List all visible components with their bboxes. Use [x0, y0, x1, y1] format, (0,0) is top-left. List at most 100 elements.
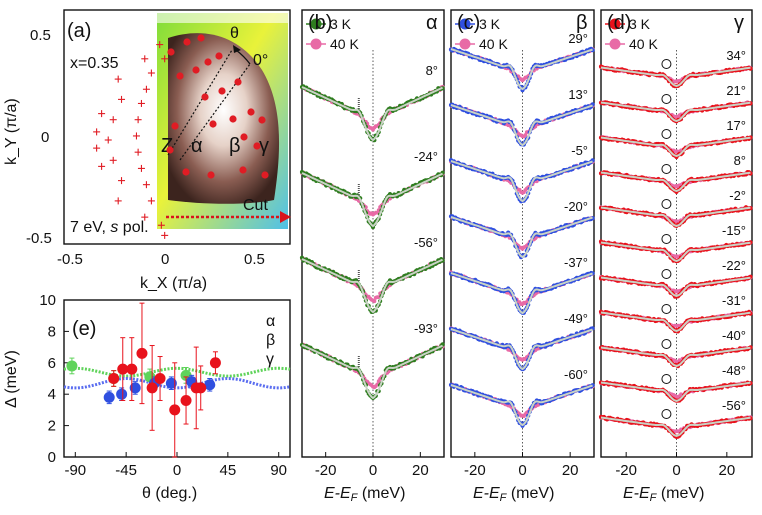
panel-c-xlabel: E-EF (meV) — [473, 485, 554, 504]
panel-d-fit-5 — [600, 241, 751, 263]
panel-a-label: (a) — [67, 20, 91, 42]
panel-d-spectrum-4 — [598, 199, 753, 228]
panel-d-spectrum-3 — [598, 164, 753, 194]
panel-d-angle-10: -56° — [722, 398, 746, 413]
panel-e-xlabel: θ (deg.) — [142, 485, 197, 502]
alpha-label: α — [191, 135, 203, 157]
z-label: Z — [161, 135, 173, 157]
theta-arrowhead-icon — [233, 45, 241, 53]
panel-d-spectrum-0 — [598, 59, 753, 89]
kf-point-6 — [215, 52, 223, 60]
panel-d-spectrum-1 — [598, 94, 753, 124]
panel-d-gap-marker-2 — [661, 129, 672, 139]
panel-c-spectrum-5 — [448, 326, 595, 372]
panel-d-spectrum-6 — [598, 269, 753, 299]
kf-point-20 — [240, 133, 248, 141]
ytick-a-1: 0 — [41, 129, 49, 146]
panel-b-angle-1: -24° — [414, 149, 438, 164]
panel-c-legend-high-marker — [459, 38, 471, 50]
panel-d-angle-6: -22° — [722, 258, 746, 273]
cut-label: Cut — [243, 197, 268, 214]
gamma-label: γ — [259, 135, 269, 157]
xtick-e-4: 90 — [270, 462, 287, 479]
kf-point-17 — [258, 116, 266, 124]
beta-point-6 — [204, 379, 216, 391]
cross-marker-22 — [156, 41, 164, 49]
ytick-e-3: 4 — [48, 386, 56, 403]
panel-c-angle-1: 13° — [568, 87, 588, 102]
cross-markers — [93, 41, 169, 239]
panel-b-legend-high: 40 K — [330, 36, 359, 52]
cross-marker-10 — [141, 213, 149, 221]
alpha-model-band — [63, 366, 291, 378]
cross-marker-13 — [109, 116, 117, 124]
cross-marker-16 — [118, 177, 126, 185]
ytick-e-1: 8 — [48, 323, 56, 340]
panel-d-gap-marker-1 — [661, 94, 672, 104]
panel-d-fit-4 — [600, 206, 751, 228]
panel-c: 29° 13° -5° -20° -37° -49° -60° 3 K 40 K β (c) -20 0… — [448, 9, 595, 504]
panel-a: Cut θ 0° Z α β γ (a) x=0.35 7 eV, s pol.… — [3, 9, 291, 292]
panel-c-xtick-0: -20 — [464, 462, 486, 479]
panel-b-spectrum-2 — [299, 255, 445, 314]
panel-d-angle-7: -31° — [722, 293, 746, 308]
cross-marker-20 — [93, 144, 101, 152]
cross-marker-11 — [114, 75, 122, 83]
panel-b-angle-2: -56° — [414, 235, 438, 250]
panel-d-legend-low: 3 K — [629, 16, 651, 32]
xtick-e-0: -90 — [64, 462, 86, 479]
kf-point-11 — [229, 115, 237, 123]
panel-c-spectrum-4 — [448, 270, 595, 315]
kf-point-16 — [253, 142, 261, 150]
panel-d-fit-6 — [600, 276, 751, 298]
panel-c-spectrum-3 — [448, 214, 595, 260]
panel-c-xtick-1: 0 — [518, 462, 526, 479]
kf-point-8 — [218, 87, 226, 95]
panel-d-angle-5: -15° — [722, 223, 746, 238]
xtick-a-1: 0 — [161, 251, 169, 268]
legend-e-gamma: γ — [266, 351, 274, 368]
panel-c-fit-3 — [450, 216, 593, 259]
kf-point-10 — [209, 120, 217, 128]
panel-e-marks — [66, 302, 221, 458]
cross-marker-17 — [114, 197, 122, 205]
xtick-e-3: 45 — [220, 462, 237, 479]
panel-c-spectrum-6 — [448, 382, 595, 428]
panel-d-angle-0: 34° — [726, 48, 746, 63]
panel-d-gap-marker-7 — [661, 304, 672, 314]
panel-d-fit-9 — [600, 381, 751, 403]
xtick-a-2: 0.5 — [244, 251, 265, 268]
conditions-label: 7 eV, s pol. — [70, 219, 149, 236]
cross-marker-7 — [137, 164, 145, 172]
panel-c-fit-4 — [450, 272, 593, 315]
cross-marker-4 — [134, 116, 142, 124]
panel-d-fit-7 — [600, 311, 751, 333]
panel-b-xtick-2: 20 — [412, 462, 429, 479]
beta-point-1 — [116, 388, 128, 400]
panel-d-xtick-2: 20 — [718, 462, 735, 479]
kf-point-13 — [182, 168, 190, 176]
ytick-e-2: 6 — [48, 355, 56, 372]
panel-d-fit-2 — [600, 136, 751, 158]
panel-d-gap-marker-10 — [661, 409, 672, 419]
panel-b-spectrum-0 — [299, 84, 445, 143]
panel-d-label: (d) — [607, 12, 631, 34]
panel-c-angle-5: -49° — [564, 311, 588, 326]
panel-b-legend-high-marker — [310, 38, 322, 50]
xtick-a-0: -0.5 — [57, 251, 83, 268]
kf-point-12 — [247, 108, 255, 116]
ytick-a-0: 0.5 — [30, 27, 51, 44]
panel-c-angle-4: -37° — [564, 255, 588, 270]
panel-d-spectrum-2 — [598, 129, 753, 160]
panel-d-gap-marker-0 — [661, 59, 672, 69]
panel-d-angle-8: -40° — [722, 328, 746, 343]
cross-marker-23 — [161, 55, 169, 63]
kf-point-4 — [192, 66, 200, 74]
panel-e-ticks: 10 8 6 4 2 0 -90 -45 0 45 90 — [39, 292, 287, 479]
panel-d-fit-1 — [600, 101, 751, 123]
panel-c-legend-high: 40 K — [479, 36, 508, 52]
alpha-point-0 — [66, 360, 78, 372]
panel-d-xlabel: E-EF (meV) — [623, 485, 704, 504]
panel-b-greek: α — [426, 12, 438, 34]
panel-d-gap-marker-4 — [661, 199, 672, 209]
